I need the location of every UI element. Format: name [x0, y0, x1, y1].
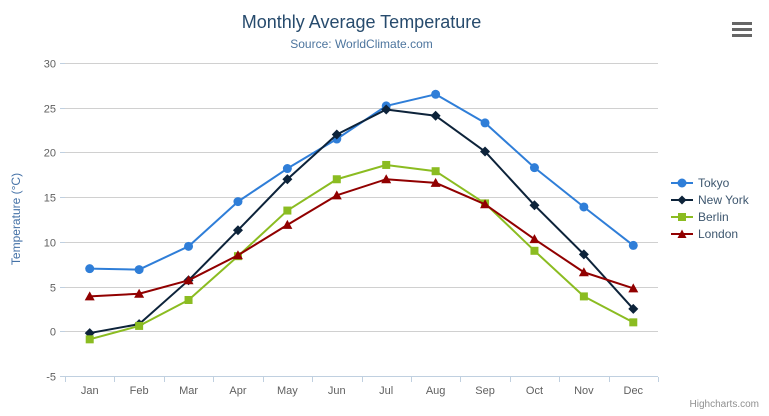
- y-axis-tick-label: 30: [44, 59, 56, 71]
- legend: Tokyo New York Berlin London: [671, 176, 749, 241]
- data-point-london[interactable]: [183, 275, 194, 285]
- data-point-berlin[interactable]: [184, 295, 193, 304]
- x-axis-category-label: May: [277, 385, 298, 397]
- data-point-london[interactable]: [480, 199, 491, 209]
- data-point-tokyo[interactable]: [184, 241, 194, 251]
- data-point-london[interactable]: [628, 283, 639, 293]
- data-point-new-york[interactable]: [232, 225, 243, 236]
- data-point-new-york[interactable]: [331, 129, 342, 140]
- data-point-tokyo[interactable]: [282, 164, 292, 174]
- y-axis-tick-label: 15: [44, 193, 56, 205]
- legend-marker-circle-icon: [671, 178, 693, 188]
- x-axis-category-label: Jul: [379, 385, 393, 397]
- data-point-london[interactable]: [84, 291, 95, 301]
- chart-subtitle: Source: WorldClimate.com: [290, 37, 433, 51]
- data-point-tokyo[interactable]: [628, 240, 638, 250]
- y-axis-tick-label: 0: [50, 327, 56, 339]
- data-point-tokyo[interactable]: [579, 202, 589, 212]
- x-axis-category-label: Feb: [130, 385, 149, 397]
- legend-marker-triangle-icon: [671, 229, 693, 238]
- series-line-new-york: [88, 108, 635, 335]
- series-line-berlin: [88, 163, 635, 341]
- x-axis-category-label: Oct: [526, 385, 543, 397]
- series-line-tokyo: [88, 93, 635, 271]
- data-point-london[interactable]: [578, 267, 589, 277]
- data-point-london[interactable]: [134, 288, 145, 298]
- data-point-berlin[interactable]: [135, 321, 144, 330]
- x-axis-category-label: Mar: [179, 385, 198, 397]
- data-point-new-york[interactable]: [578, 249, 589, 260]
- x-axis-category-label: Apr: [229, 385, 246, 397]
- y-axis-tick-label: 20: [44, 148, 56, 160]
- data-point-tokyo[interactable]: [431, 89, 441, 99]
- legend-item-tokyo[interactable]: Tokyo: [671, 176, 749, 190]
- data-point-berlin[interactable]: [85, 335, 94, 344]
- series-line-london: [88, 178, 635, 298]
- legend-item-london[interactable]: London: [671, 227, 749, 241]
- data-point-berlin[interactable]: [579, 292, 588, 301]
- data-point-tokyo[interactable]: [480, 118, 490, 128]
- y-axis-title: Temperature (°C): [9, 172, 23, 266]
- data-point-london[interactable]: [331, 190, 342, 200]
- credits-link[interactable]: Highcharts.com: [689, 399, 759, 410]
- data-point-new-york[interactable]: [529, 200, 540, 211]
- data-point-london[interactable]: [430, 177, 441, 187]
- legend-label: Berlin: [698, 210, 729, 224]
- x-axis-category-label: Nov: [574, 385, 594, 397]
- legend-label: London: [698, 227, 739, 241]
- x-axis-category-label: Jan: [81, 385, 99, 397]
- x-axis-category-label: Jun: [328, 385, 346, 397]
- data-point-new-york[interactable]: [430, 110, 441, 121]
- data-point-berlin[interactable]: [283, 206, 292, 215]
- data-point-berlin[interactable]: [629, 318, 638, 327]
- data-point-new-york[interactable]: [480, 146, 491, 157]
- data-point-new-york[interactable]: [282, 174, 293, 185]
- data-point-new-york[interactable]: [381, 104, 392, 115]
- legend-marker-square-icon: [671, 213, 693, 221]
- y-axis-tick-label: -5: [46, 372, 56, 384]
- data-point-berlin[interactable]: [382, 160, 391, 169]
- hamburger-icon: [732, 21, 752, 25]
- y-axis-tick-label: 25: [44, 104, 56, 116]
- x-axis-category-label: Dec: [624, 385, 644, 397]
- legend-marker-diamond-icon: [671, 195, 693, 205]
- legend-label: Tokyo: [698, 176, 730, 190]
- export-menu-button[interactable]: [730, 19, 754, 39]
- data-point-new-york[interactable]: [628, 303, 639, 314]
- data-point-london[interactable]: [232, 250, 243, 260]
- data-point-london[interactable]: [381, 174, 392, 184]
- y-axis-tick-label: 10: [44, 238, 56, 250]
- x-axis-category-label: Aug: [426, 385, 446, 397]
- data-point-london[interactable]: [282, 219, 293, 229]
- data-point-berlin[interactable]: [530, 246, 539, 255]
- chart-title: Monthly Average Temperature: [241, 12, 482, 32]
- legend-item-new-york[interactable]: New York: [671, 193, 749, 207]
- y-axis-tick-label: 5: [50, 283, 56, 295]
- legend-item-berlin[interactable]: Berlin: [671, 210, 749, 224]
- data-point-tokyo[interactable]: [233, 197, 243, 207]
- data-point-tokyo[interactable]: [529, 163, 539, 173]
- data-point-tokyo[interactable]: [85, 264, 95, 274]
- hamburger-icon: [732, 33, 752, 37]
- data-point-tokyo[interactable]: [134, 265, 144, 275]
- x-axis-category-label: Sep: [475, 385, 495, 397]
- legend-label: New York: [698, 193, 749, 207]
- data-point-berlin[interactable]: [332, 175, 341, 184]
- data-point-london[interactable]: [529, 234, 540, 244]
- data-point-berlin[interactable]: [431, 167, 440, 176]
- hamburger-icon: [732, 27, 752, 31]
